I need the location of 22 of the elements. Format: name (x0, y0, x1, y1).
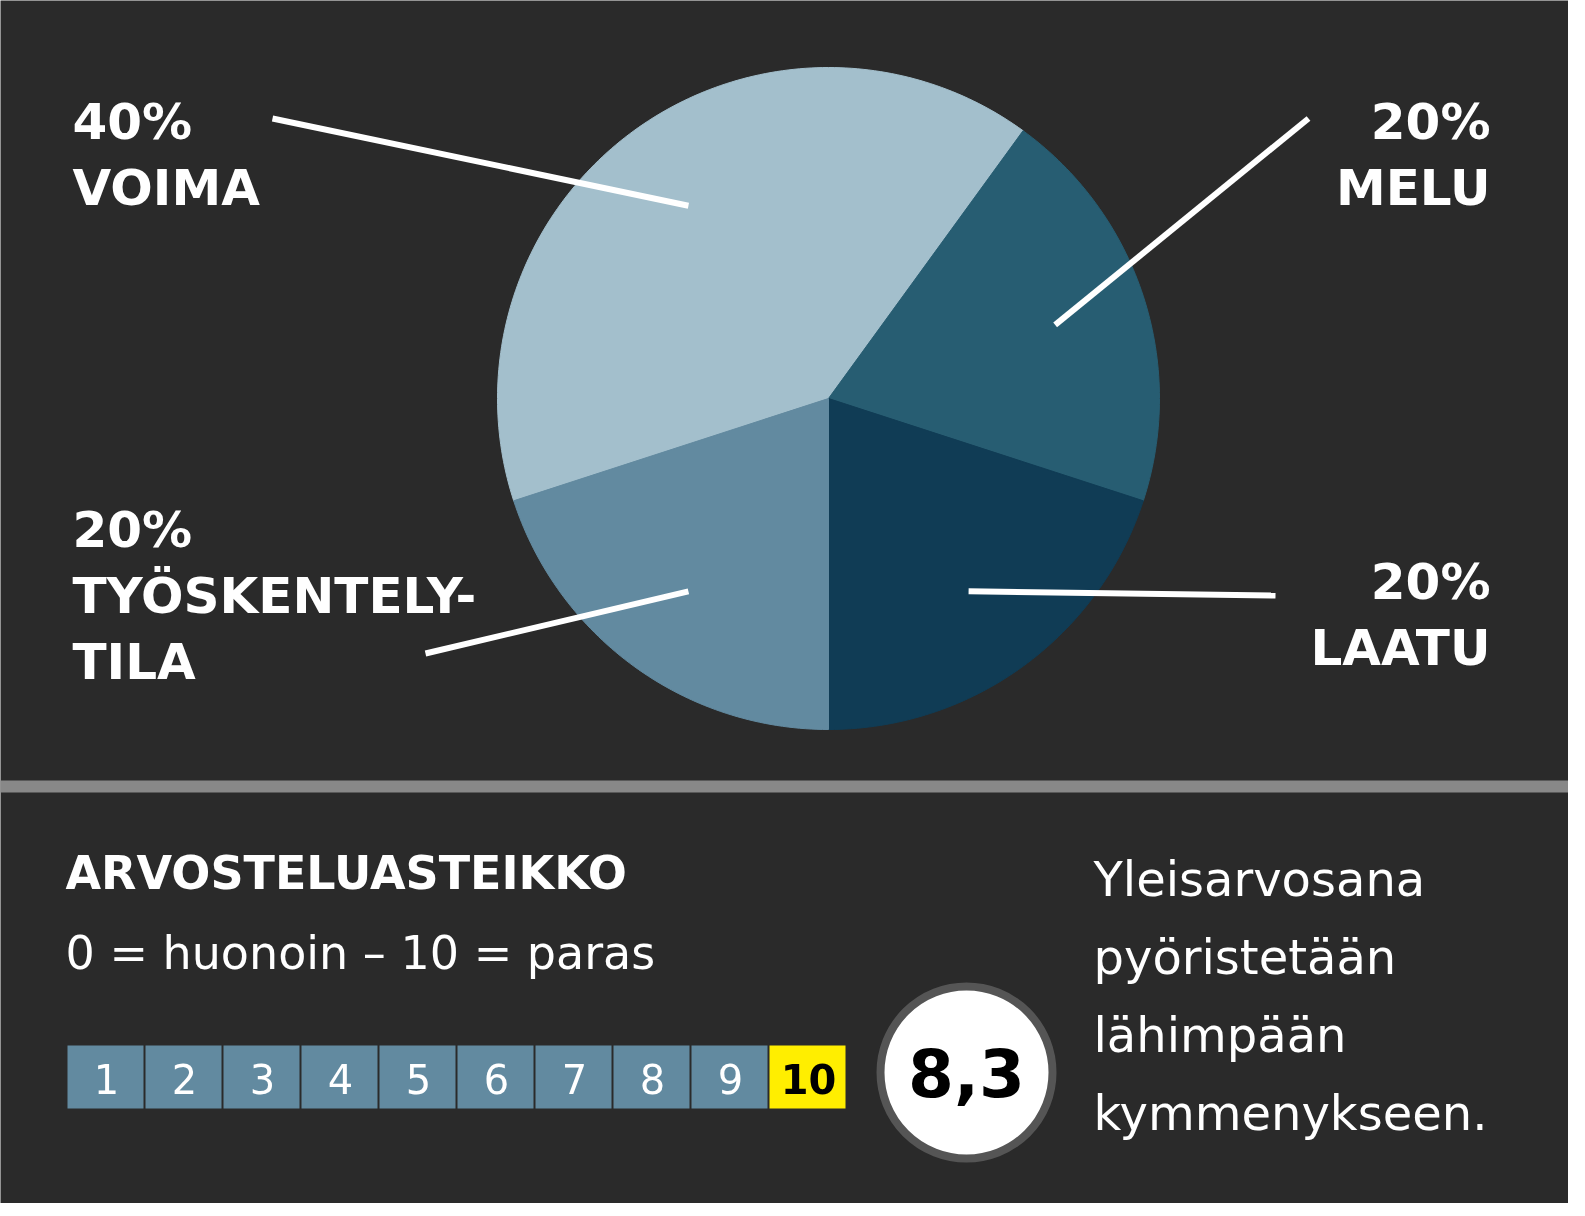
text: 0 = huonoin – 10 = paras (65, 925, 656, 980)
text: 10 (780, 1056, 837, 1103)
text: 4 (327, 1056, 354, 1103)
data-label: 40% (72, 92, 193, 151)
data-label: 20% (1370, 552, 1491, 611)
slice-label: LAATU (1310, 618, 1491, 677)
slice-label: VOIMA (72, 158, 261, 217)
data-label: 20% (1370, 92, 1491, 151)
text: 1 (93, 1056, 120, 1103)
text: 7 (561, 1056, 588, 1103)
data-label: 20% (72, 500, 193, 559)
text: 8 (639, 1056, 666, 1103)
text: 5 (405, 1056, 432, 1103)
text: 8,3 (908, 1036, 1025, 1113)
text: 3 (249, 1056, 276, 1103)
slice-label: MELU (1335, 158, 1491, 217)
text: 2 (171, 1056, 198, 1103)
text: ARVOSTELUASTEIKKO (65, 845, 627, 900)
slice-label: TYÖSKENTELY-TILA (72, 565, 477, 691)
text: Yleisarvosana pyöristetään lähimpään kymmenykseen. (1092, 850, 1488, 1141)
text: 6 (483, 1056, 510, 1103)
text: 9 (717, 1056, 744, 1103)
